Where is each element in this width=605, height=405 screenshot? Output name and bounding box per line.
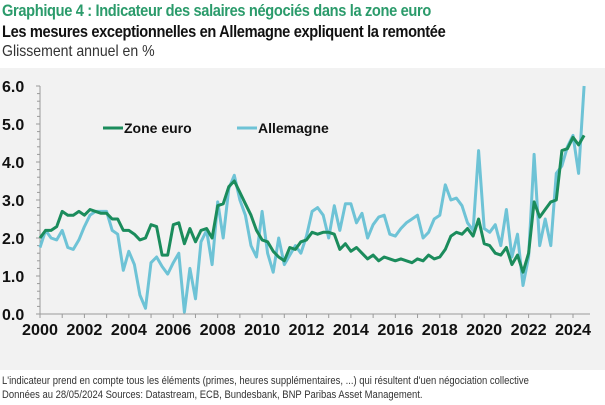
legend-label: Zone euro: [124, 120, 192, 136]
series-line-zone-euro: [38, 134, 586, 274]
sources-note: Données au 28/05/2024 Sources: Datastrea…: [2, 389, 423, 401]
x-tick-label: 2024: [555, 322, 591, 339]
x-tick-label: 2014: [333, 322, 369, 339]
x-tick-label: 2000: [22, 322, 58, 339]
x-tick-label: 2022: [511, 322, 547, 339]
y-tick-label: 5.0: [2, 117, 24, 134]
x-axis: 2000 2002 2004 2006 2008 2010 2012 2014 2016 2018…: [22, 313, 591, 339]
legend-item-allemagne: Allemagne: [237, 120, 329, 136]
y-tick-label: 1.0: [2, 269, 24, 286]
legend-item-zone-euro: Zone euro: [103, 120, 192, 136]
x-tick-label: 2012: [289, 322, 325, 339]
series-lines: [38, 85, 586, 314]
x-tick-label: 2010: [244, 322, 280, 339]
chart-title: Graphique 4 : Indicateur des salaires né…: [2, 1, 431, 20]
y-tick-label: 4.0: [2, 155, 24, 172]
y-tick-label: 3.0: [2, 193, 24, 210]
x-tick-label: 2016: [377, 322, 413, 339]
y-unit-label: Glissement annuel en %: [2, 43, 155, 60]
x-tick-label: 2002: [66, 322, 102, 339]
series-line-allemagne: [38, 85, 586, 314]
y-tick-label: 0.0: [2, 307, 24, 324]
x-tick-label: 2020: [466, 322, 502, 339]
x-tick-label: 2004: [111, 322, 147, 339]
y-tick-label: 2.0: [2, 231, 24, 248]
y-tick-label: 6.0: [2, 79, 24, 96]
chart-subtitle: Les mesures exceptionnelles en Allemagne…: [2, 22, 446, 41]
x-tick-label: 2018: [422, 322, 458, 339]
y-axis: 0.0 1.0 2.0 3.0 4.0 5.0 6.0: [2, 79, 41, 324]
x-tick-label: 2006: [155, 322, 191, 339]
legend: Zone euro Allemagne: [103, 120, 329, 136]
footnote: L'indicateur prend en compte tous les él…: [2, 375, 529, 387]
legend-label: Allemagne: [258, 120, 329, 136]
x-tick-label: 2008: [200, 322, 236, 339]
